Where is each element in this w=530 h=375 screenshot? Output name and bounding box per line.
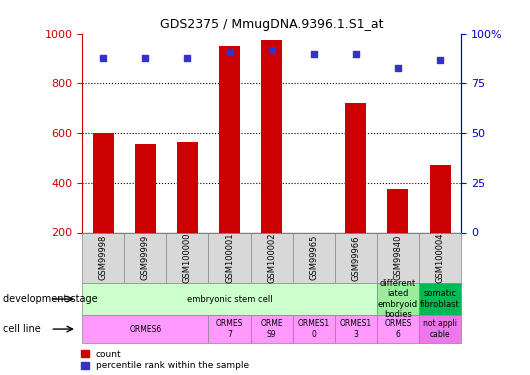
Point [310, 51, 318, 57]
Bar [177, 142, 198, 232]
Text: ORMES1
0: ORMES1 0 [298, 320, 330, 339]
Text: ORMES1
3: ORMES1 3 [340, 320, 372, 339]
Point [394, 64, 402, 70]
Text: GSM99998: GSM99998 [99, 235, 108, 280]
Text: embryonic stem cell: embryonic stem cell [187, 295, 272, 304]
Text: GSM100000: GSM100000 [183, 232, 192, 283]
Point [267, 46, 276, 53]
Text: GSM99966: GSM99966 [351, 235, 360, 280]
Text: GSM100004: GSM100004 [436, 232, 445, 283]
Text: GSM99840: GSM99840 [393, 235, 402, 280]
Bar [261, 40, 282, 232]
Point [141, 55, 149, 61]
Point [225, 49, 234, 55]
Bar [219, 46, 240, 232]
Bar [387, 189, 409, 232]
Bar [135, 144, 156, 232]
Text: development stage: development stage [3, 294, 98, 304]
Text: GSM99965: GSM99965 [309, 235, 318, 280]
Bar [429, 165, 450, 232]
Text: GSM100001: GSM100001 [225, 232, 234, 283]
Text: not appli
cable: not appli cable [423, 320, 457, 339]
Text: ORMES6: ORMES6 [129, 325, 162, 334]
Bar [93, 133, 114, 232]
Point [183, 55, 192, 61]
Text: different
iated
embryoid
bodies: different iated embryoid bodies [378, 279, 418, 319]
Title: GDS2375 / MmugDNA.9396.1.S1_at: GDS2375 / MmugDNA.9396.1.S1_at [160, 18, 383, 31]
Text: GSM99999: GSM99999 [141, 235, 150, 280]
Text: ORMES
6: ORMES 6 [384, 320, 412, 339]
Point [99, 55, 108, 61]
Text: ORMES
7: ORMES 7 [216, 320, 243, 339]
Text: GSM100002: GSM100002 [267, 232, 276, 283]
Bar [346, 104, 366, 232]
Text: cell line: cell line [3, 324, 40, 334]
Legend: count, percentile rank within the sample: count, percentile rank within the sample [82, 350, 249, 370]
Text: ORME
S9: ORME S9 [260, 320, 283, 339]
Point [351, 51, 360, 57]
Text: somatic
fibroblast: somatic fibroblast [420, 290, 460, 309]
Point [436, 57, 444, 63]
